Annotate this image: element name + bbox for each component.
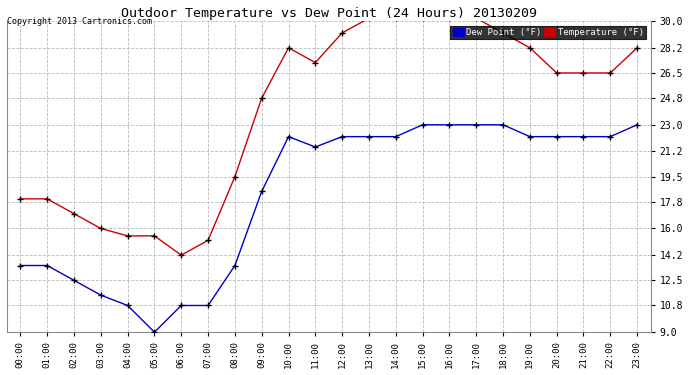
Text: Copyright 2013 Cartronics.com: Copyright 2013 Cartronics.com	[7, 17, 152, 26]
Title: Outdoor Temperature vs Dew Point (24 Hours) 20130209: Outdoor Temperature vs Dew Point (24 Hou…	[121, 7, 537, 20]
Legend: Dew Point (°F), Temperature (°F): Dew Point (°F), Temperature (°F)	[451, 26, 646, 39]
